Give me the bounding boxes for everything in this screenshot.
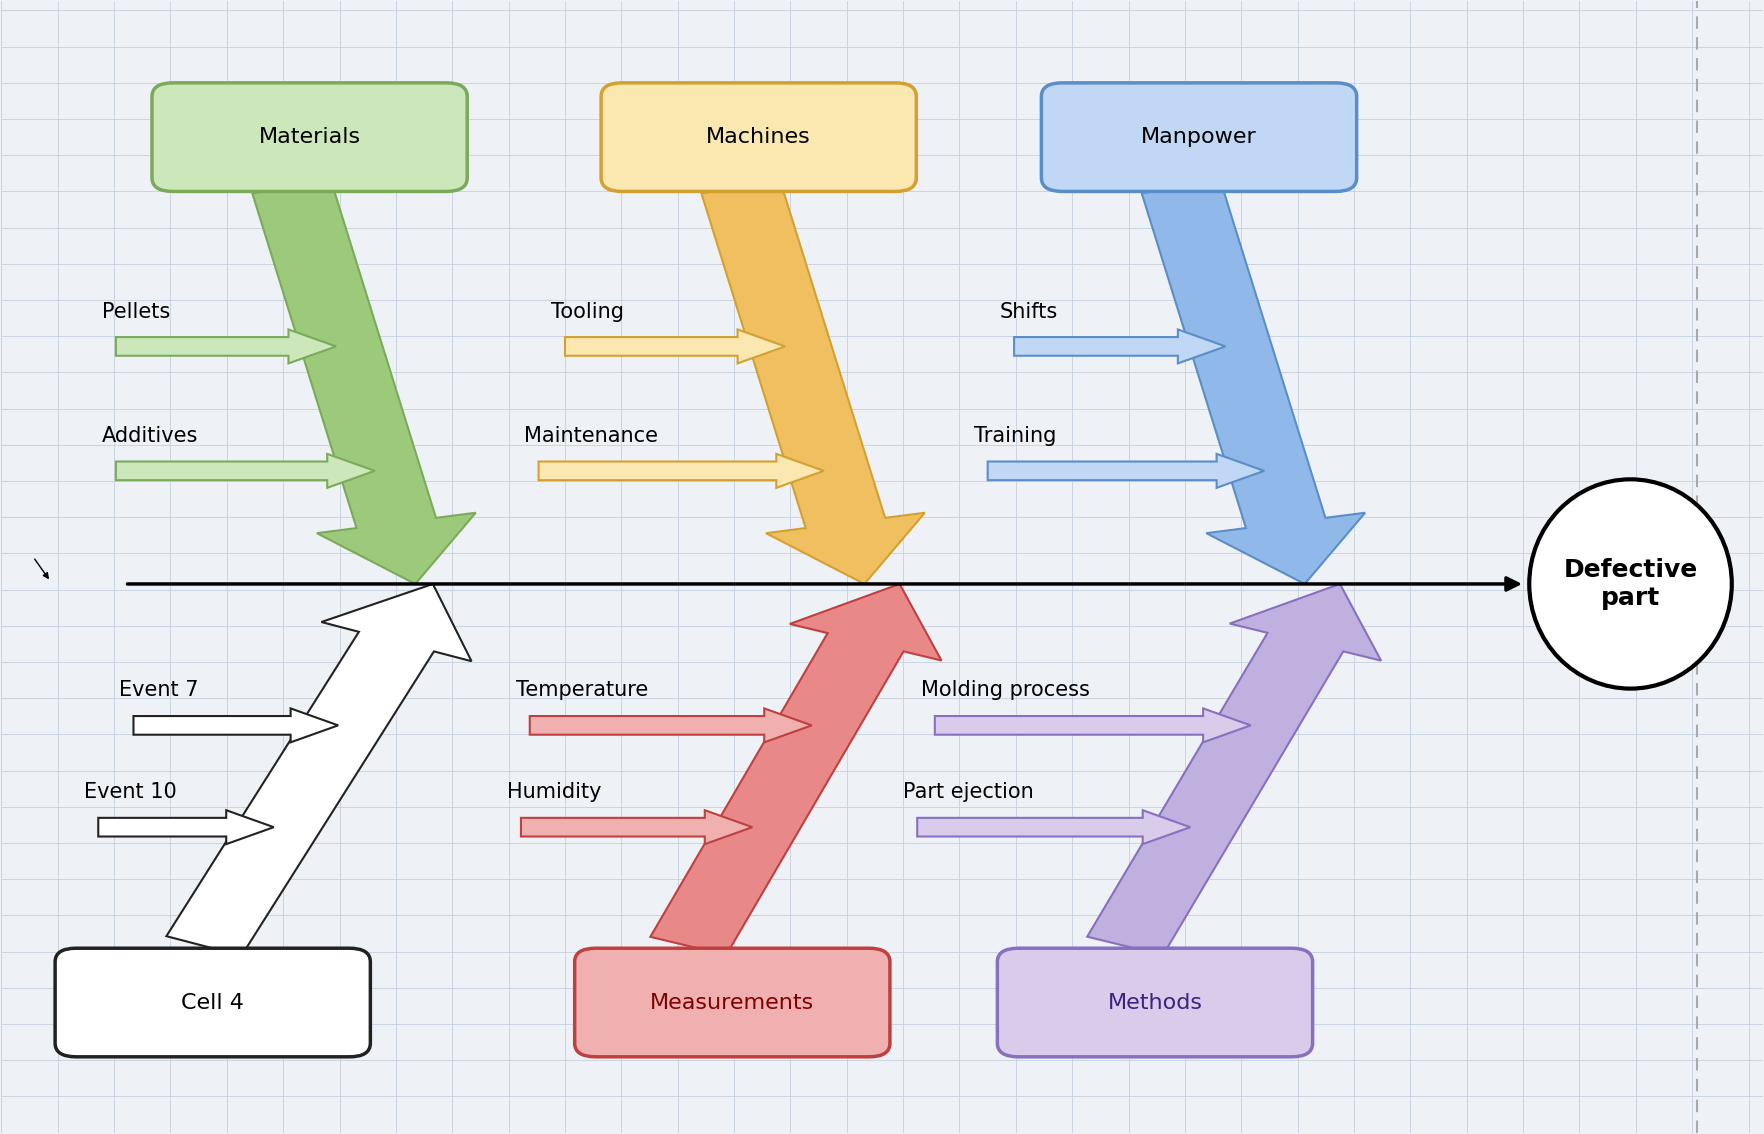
FancyBboxPatch shape [152, 83, 467, 192]
Text: Methods: Methods [1108, 992, 1203, 1013]
Text: Cell 4: Cell 4 [182, 992, 243, 1013]
Text: Materials: Materials [259, 127, 360, 147]
Polygon shape [935, 709, 1251, 743]
Text: Temperature: Temperature [515, 680, 647, 701]
Text: Maintenance: Maintenance [524, 426, 658, 446]
FancyBboxPatch shape [575, 948, 889, 1057]
Text: Part ejection: Part ejection [903, 782, 1034, 802]
Polygon shape [252, 183, 476, 584]
Polygon shape [116, 454, 374, 488]
Polygon shape [529, 709, 811, 743]
FancyBboxPatch shape [55, 948, 370, 1057]
Polygon shape [651, 584, 942, 955]
FancyBboxPatch shape [602, 83, 916, 192]
FancyBboxPatch shape [997, 948, 1312, 1057]
Polygon shape [1087, 584, 1381, 955]
Ellipse shape [1529, 480, 1732, 688]
Polygon shape [520, 810, 751, 844]
Polygon shape [99, 810, 273, 844]
Text: Manpower: Manpower [1141, 127, 1258, 147]
Polygon shape [988, 454, 1265, 488]
Polygon shape [134, 709, 339, 743]
Text: Shifts: Shifts [1000, 302, 1058, 322]
Polygon shape [564, 330, 785, 363]
Polygon shape [1014, 330, 1226, 363]
Polygon shape [538, 454, 824, 488]
Text: Training: Training [974, 426, 1057, 446]
Polygon shape [702, 183, 924, 584]
Text: Measurements: Measurements [651, 992, 815, 1013]
Text: Machines: Machines [706, 127, 811, 147]
Text: Defective
part: Defective part [1563, 558, 1697, 610]
Text: Tooling: Tooling [550, 302, 624, 322]
FancyBboxPatch shape [1041, 83, 1357, 192]
Polygon shape [116, 330, 335, 363]
Text: Pellets: Pellets [102, 302, 169, 322]
Polygon shape [917, 810, 1191, 844]
Text: Event 10: Event 10 [85, 782, 176, 802]
Text: Humidity: Humidity [506, 782, 602, 802]
Polygon shape [1141, 183, 1365, 584]
Text: Event 7: Event 7 [120, 680, 199, 701]
Polygon shape [166, 584, 471, 956]
Text: Molding process: Molding process [921, 680, 1090, 701]
Text: Additives: Additives [102, 426, 198, 446]
